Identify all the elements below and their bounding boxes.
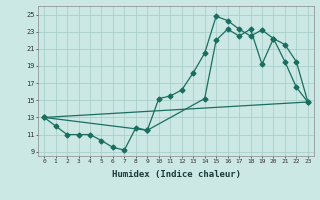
- X-axis label: Humidex (Indice chaleur): Humidex (Indice chaleur): [111, 170, 241, 179]
